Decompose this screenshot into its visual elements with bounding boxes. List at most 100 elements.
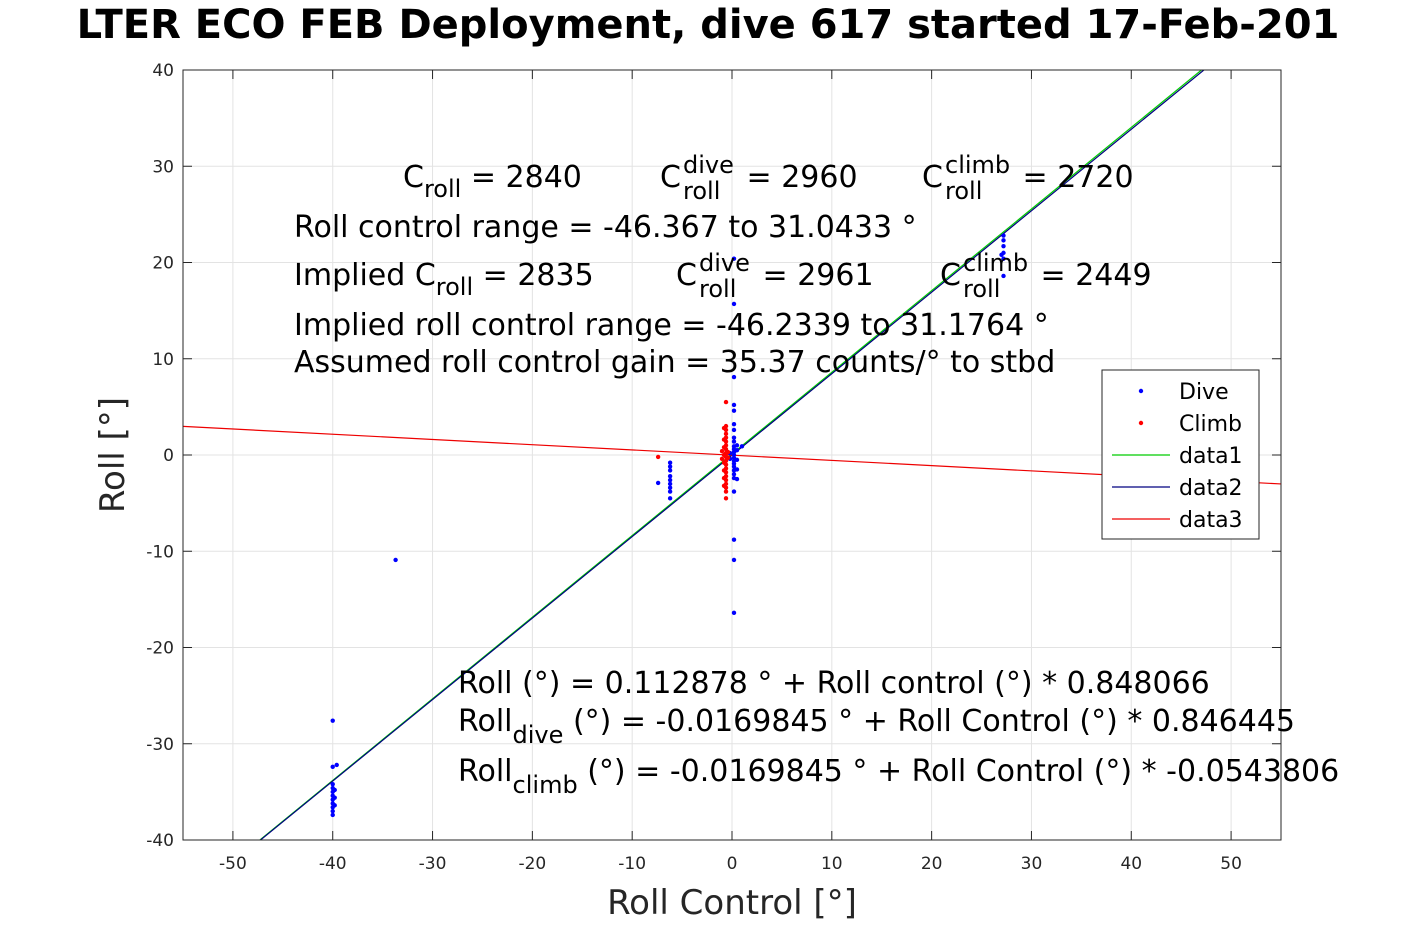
y-tick-label: -30 <box>146 735 174 755</box>
data-point-climb <box>719 456 725 462</box>
x-tick-label: -50 <box>219 854 247 874</box>
x-tick-label: -10 <box>618 854 646 874</box>
legend-label-dive: Dive <box>1179 380 1229 405</box>
data-point-climb <box>721 475 727 481</box>
data-point-dive <box>1001 256 1006 261</box>
legend-label-data2: data2 <box>1179 476 1243 501</box>
data-point-dive <box>667 468 673 473</box>
data-point-dive <box>734 476 740 482</box>
annotation-c-roll: Croll = 2840 <box>403 160 582 203</box>
data-point-dive <box>734 443 740 448</box>
annotation-fit-climb: Rollclimb (°) = -0.0169845 ° + Roll Cont… <box>458 754 1339 799</box>
annotation-c-roll-dive: Cdive roll = 2960 <box>660 151 858 205</box>
y-tick-label: -10 <box>146 542 174 562</box>
data-point-climb <box>721 460 727 465</box>
data-point-dive <box>667 477 673 483</box>
y-tick-label: 0 <box>163 446 174 466</box>
legend-label-data3: data3 <box>1179 508 1243 533</box>
data-point-dive <box>334 762 339 768</box>
data-point-climb <box>725 455 731 461</box>
data-point-climb <box>655 454 661 460</box>
annotation-fit-all: Roll (°) = 0.112878 ° + Roll control (°)… <box>458 666 1210 701</box>
data-point-dive <box>667 464 673 469</box>
annotation-c-roll-climb: Cclimb roll = 2720 <box>922 151 1134 205</box>
data-point-dive <box>330 718 335 723</box>
data-point-dive <box>332 795 337 800</box>
x-tick-label: -40 <box>319 854 347 874</box>
legend-marker-dive <box>1138 388 1144 394</box>
data-point-climb <box>725 449 731 455</box>
x-tick-label: 50 <box>1220 854 1242 874</box>
y-tick-label: -40 <box>146 831 174 851</box>
data-point-dive <box>731 435 737 440</box>
legend-label-climb: Climb <box>1179 412 1242 437</box>
data-point-dive <box>393 557 398 563</box>
data-point-dive <box>734 467 740 472</box>
annotation-roll-control-range: Roll control range = -46.367 to 31.0433 … <box>294 210 917 245</box>
data-point-climb <box>721 425 727 431</box>
data-point-dive <box>330 764 335 770</box>
data-point-climb <box>721 452 727 458</box>
data-point-climb <box>723 496 729 501</box>
x-tick-label: -20 <box>518 854 546 874</box>
annotation-implied-range: Implied roll control range = -46.2339 to… <box>294 308 1049 343</box>
data-point-dive <box>731 301 737 307</box>
data-point-dive <box>734 447 740 453</box>
data-point-dive <box>655 480 661 486</box>
y-tick-label: 10 <box>152 350 174 370</box>
data-point-dive <box>739 444 745 449</box>
data-point-dive <box>1001 273 1006 279</box>
data-point-climb <box>721 437 727 442</box>
x-tick-label: 20 <box>921 854 943 874</box>
data-point-dive <box>731 472 737 477</box>
data-point-dive <box>731 374 737 380</box>
data-point-dive <box>999 252 1004 257</box>
data-point-dive <box>667 481 673 487</box>
data-point-climb <box>721 483 727 488</box>
data-point-climb <box>721 445 727 450</box>
y-tick-label: 40 <box>152 61 174 81</box>
data-point-dive <box>330 808 335 814</box>
data-point-dive <box>731 610 737 616</box>
data-point-climb <box>719 448 725 454</box>
y-tick-label: -20 <box>146 639 174 659</box>
data-point-climb <box>723 431 729 437</box>
data-point-climb <box>723 489 729 494</box>
data-point-dive <box>330 812 335 818</box>
data-point-dive <box>731 402 737 408</box>
legend-marker-climb <box>1138 420 1144 426</box>
data-point-dive <box>731 537 737 542</box>
x-axis-label: Roll Control [°] <box>607 883 857 923</box>
annotation-implied-c-roll: Implied Croll = 2835 <box>294 258 594 301</box>
data-point-dive <box>731 422 737 427</box>
y-tick-label: 20 <box>152 254 174 274</box>
data-point-dive <box>330 781 335 787</box>
x-tick-label: 30 <box>1021 854 1043 874</box>
legend: Dive Climb data1 data2 data3 <box>1101 369 1260 540</box>
data-point-dive <box>1001 243 1006 249</box>
legend-label-data1: data1 <box>1179 444 1243 469</box>
data-point-dive <box>667 496 673 501</box>
y-tick-label: 30 <box>152 157 174 177</box>
x-tick-label: 10 <box>821 854 843 874</box>
data-point-dive <box>332 787 337 793</box>
data-point-dive <box>731 557 737 563</box>
x-tick-label: 0 <box>727 854 738 874</box>
annotation-implied-c-roll-dive: Cdive roll = 2961 <box>676 249 874 303</box>
annotation-gain: Assumed roll control gain = 35.37 counts… <box>294 345 1055 380</box>
data-point-dive <box>731 439 737 444</box>
data-point-dive <box>731 256 737 261</box>
axis-ticks: -50 -40 -30 -20 -10 0 10 20 30 40 50 -40 -30 -20 -10 0 1… <box>146 61 1281 874</box>
series-layer <box>183 70 1281 840</box>
data-point-dive <box>332 803 337 808</box>
data-point-dive <box>1001 238 1006 243</box>
data-point-dive <box>667 460 673 465</box>
data-point-dive <box>734 457 740 463</box>
data-point-dive <box>1001 233 1006 238</box>
data-point-dive <box>731 489 737 494</box>
chart-title: LTER ECO FEB Deployment, dive 617 starte… <box>76 2 1340 48</box>
annotation-fit-dive: Rolldive (°) = -0.0169845 ° + Roll Contr… <box>458 704 1295 749</box>
y-axis-label: Roll [°] <box>93 397 133 513</box>
x-tick-label: 40 <box>1120 854 1142 874</box>
